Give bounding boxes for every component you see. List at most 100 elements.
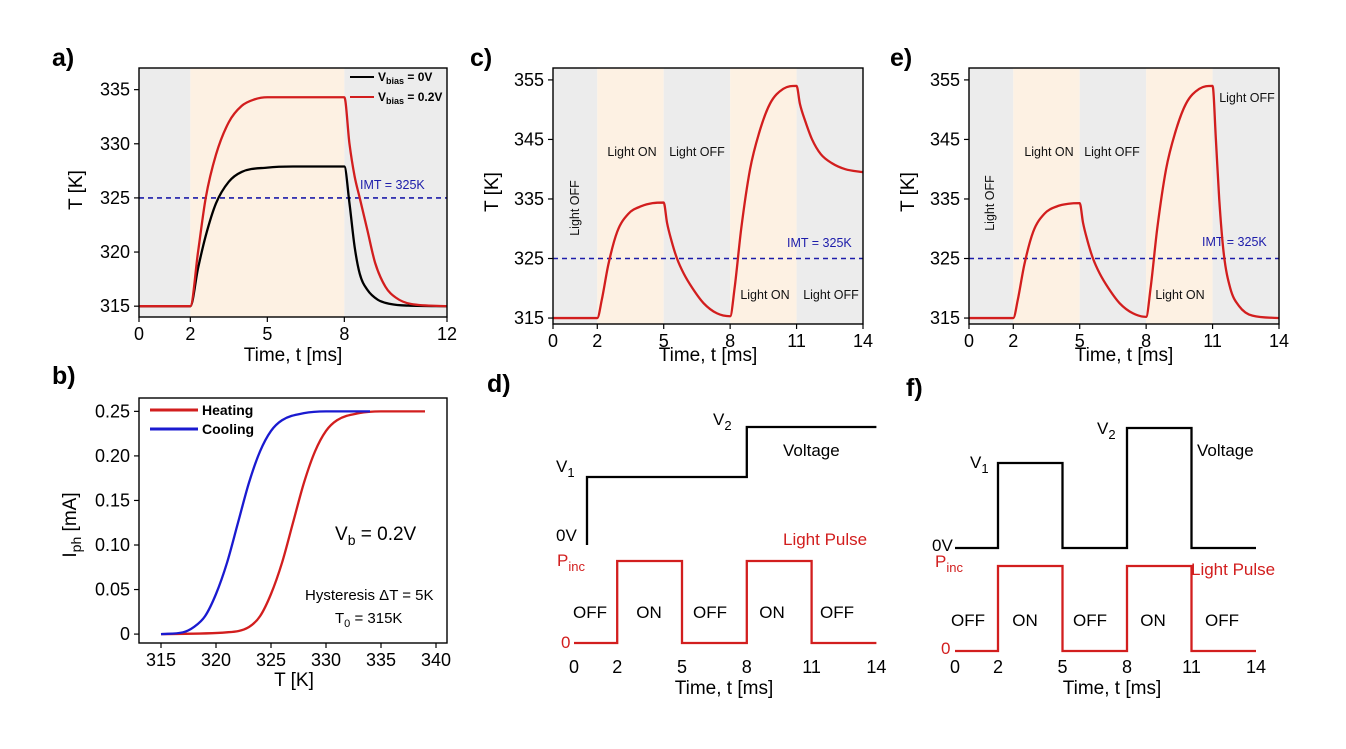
panel-c-ytick-label: 335 bbox=[514, 189, 544, 209]
panel-c-annotation-5: Light OFF bbox=[803, 288, 859, 302]
panel-b-ylabel: Iph [mA] bbox=[60, 492, 84, 557]
panel-a-label: a) bbox=[52, 44, 74, 72]
panel-c-xtick-label: 8 bbox=[725, 331, 735, 351]
panel-a-ytick-label: 335 bbox=[100, 80, 130, 100]
panel-c-axes: 0 2 5 8 11 14 315 325 335 345 355 bbox=[514, 67, 873, 351]
panel-a-series-line-1 bbox=[138, 96, 448, 308]
panel-f-voltage-trace bbox=[955, 426, 1256, 550]
panel-d-zero: 0 bbox=[561, 633, 570, 652]
panel-b-ytick-label: 0.15 bbox=[95, 490, 130, 510]
panel-d-xtick-label: 2 bbox=[612, 657, 622, 677]
panel-a-frame bbox=[138, 67, 448, 318]
panel-b-label: b) bbox=[52, 362, 76, 390]
panel-b-series-line-heating bbox=[160, 410, 425, 636]
panel-a-xlabel: Time, t [ms] bbox=[244, 345, 343, 366]
panel-a-series-line-0 bbox=[138, 165, 448, 308]
panel-d-light-pulse-trace bbox=[574, 559, 877, 645]
panel-e-annotation-1: Light OFF bbox=[983, 175, 997, 231]
panel-a-ytick-label: 320 bbox=[100, 242, 130, 262]
panel-e-ytick-label: 315 bbox=[930, 308, 960, 328]
panel-f-xtick-label: 11 bbox=[1182, 657, 1201, 677]
panel-c-xtick-label: 0 bbox=[548, 331, 558, 351]
panel-f-xtick-label: 0 bbox=[950, 657, 960, 677]
panel-b-xlabel: T [K] bbox=[274, 670, 314, 691]
panel-e-ytick-label: 345 bbox=[930, 129, 960, 149]
panel-e-ytick-label: 355 bbox=[930, 70, 960, 90]
panel-b-series-line-cooling bbox=[160, 410, 370, 636]
panel-e-xtick-label: 14 bbox=[1269, 331, 1289, 351]
panel-b-hysteresis: Hysteresis ΔT = 5K bbox=[305, 587, 434, 604]
panel-c-band-on bbox=[730, 68, 797, 324]
panel-d-xtick-label: 8 bbox=[742, 657, 752, 677]
panel-c-band-off bbox=[553, 68, 598, 324]
panel-c-ylabel: T [K] bbox=[482, 172, 503, 212]
panel-a-band-off bbox=[139, 68, 191, 317]
panel-f-state-1: OFF bbox=[951, 611, 985, 630]
panel-f: f) V2 V1 0V Voltage Light Pulse Pinc 0 O… bbox=[906, 374, 1275, 699]
panel-c-ytick-label: 345 bbox=[514, 129, 544, 149]
panel-d-voltage-trace bbox=[585, 425, 877, 545]
panel-a-xtick-label: 8 bbox=[339, 324, 349, 344]
panel-b-ytick-label: 0.10 bbox=[95, 535, 130, 555]
panel-d-light-pulse-label: Light Pulse bbox=[783, 530, 867, 549]
panel-c-ytick-label: 315 bbox=[514, 308, 544, 328]
panel-c-band-off bbox=[796, 68, 863, 324]
panel-b: b) 315 320 325 330 335 340 0 0.05 0.10 0.15 0.20 0.… bbox=[52, 362, 451, 691]
panel-b-xtick-label: 330 bbox=[311, 650, 341, 670]
panel-f-state-4: ON bbox=[1140, 611, 1166, 630]
panel-e-bands bbox=[969, 68, 1279, 324]
panel-e-series bbox=[969, 84, 1280, 320]
panel-a-ylabel: T [K] bbox=[66, 170, 87, 210]
panel-c: c) IMT = 325K Light OFF Light ON Light O… bbox=[470, 44, 873, 366]
panel-f-light-pulse-label: Light Pulse bbox=[1191, 560, 1275, 579]
panel-e-xtick-label: 5 bbox=[1075, 331, 1085, 351]
panel-e-annotation-3: Light OFF bbox=[1084, 145, 1140, 159]
panel-e-band-on bbox=[1013, 68, 1080, 324]
panel-e-band-on bbox=[1146, 68, 1213, 324]
panel-b-xtick-label: 315 bbox=[146, 650, 176, 670]
panel-b-ytick-label: 0.05 bbox=[95, 580, 130, 600]
panel-a-ytick-label: 330 bbox=[100, 134, 130, 154]
panel-b-xtick-label: 320 bbox=[201, 650, 231, 670]
panel-c-band-on bbox=[597, 68, 664, 324]
panel-f-state-5: OFF bbox=[1205, 611, 1239, 630]
panel-e-annotation-4: Light ON bbox=[1155, 288, 1204, 302]
panel-e-band-off bbox=[1079, 68, 1147, 324]
panel-c-ytick-label: 325 bbox=[514, 249, 544, 269]
panel-d-state-4: ON bbox=[759, 603, 785, 622]
legend-label-cooling: Cooling bbox=[202, 421, 254, 437]
panel-e-ylabel: T [K] bbox=[898, 172, 919, 212]
legend-label-vbias-02: Vbias = 0.2V bbox=[378, 90, 442, 106]
panel-a-legend: Vbias = 0V Vbias = 0.2V bbox=[350, 70, 442, 106]
panel-a-ytick-label: 315 bbox=[100, 296, 130, 316]
panel-d-v2: V2 bbox=[713, 410, 732, 433]
panel-c-bands bbox=[553, 68, 863, 324]
panel-f-v2: V2 bbox=[1097, 419, 1116, 442]
panel-c-xtick-label: 5 bbox=[659, 331, 669, 351]
panel-f-state-2: ON bbox=[1012, 611, 1038, 630]
panel-a-xtick-label: 12 bbox=[437, 324, 457, 344]
panel-b-xtick-label: 340 bbox=[421, 650, 451, 670]
panel-b-t0: T0 = 315K bbox=[335, 610, 402, 630]
panel-f-xtick-label: 8 bbox=[1122, 657, 1132, 677]
panel-d: d) V2 V1 0V Voltage Light Pulse Pinc 0 O… bbox=[487, 370, 886, 699]
panel-a-series bbox=[138, 96, 448, 308]
panel-f-label: f) bbox=[906, 374, 923, 402]
panel-c-label: c) bbox=[470, 44, 492, 72]
panel-b-ytick-label: 0.20 bbox=[95, 446, 130, 466]
panel-d-state-5: OFF bbox=[820, 603, 854, 622]
panel-c-annotation-4: Light ON bbox=[740, 288, 789, 302]
panel-b-axes: 315 320 325 330 335 340 0 0.05 0.10 0.15 0.20 0.25 bbox=[95, 397, 451, 670]
panel-d-xtick-label: 5 bbox=[677, 657, 687, 677]
panel-e-band-off bbox=[1212, 68, 1279, 324]
panel-b-ytick-label: 0.25 bbox=[95, 401, 130, 421]
panel-c-xlabel: Time, t [ms] bbox=[659, 345, 758, 366]
panel-e-annotation-5: Light OFF bbox=[1219, 91, 1275, 105]
panel-f-voltage-label: Voltage bbox=[1197, 441, 1254, 460]
panel-e-ytick-label: 325 bbox=[930, 249, 960, 269]
panel-f-state-3: OFF bbox=[1073, 611, 1107, 630]
panel-f-xticks: 0 2 5 8 11 14 bbox=[950, 657, 1266, 677]
panel-c-annotation-2: Light ON bbox=[607, 145, 656, 159]
panel-c-annotation-1: Light OFF bbox=[568, 180, 582, 236]
